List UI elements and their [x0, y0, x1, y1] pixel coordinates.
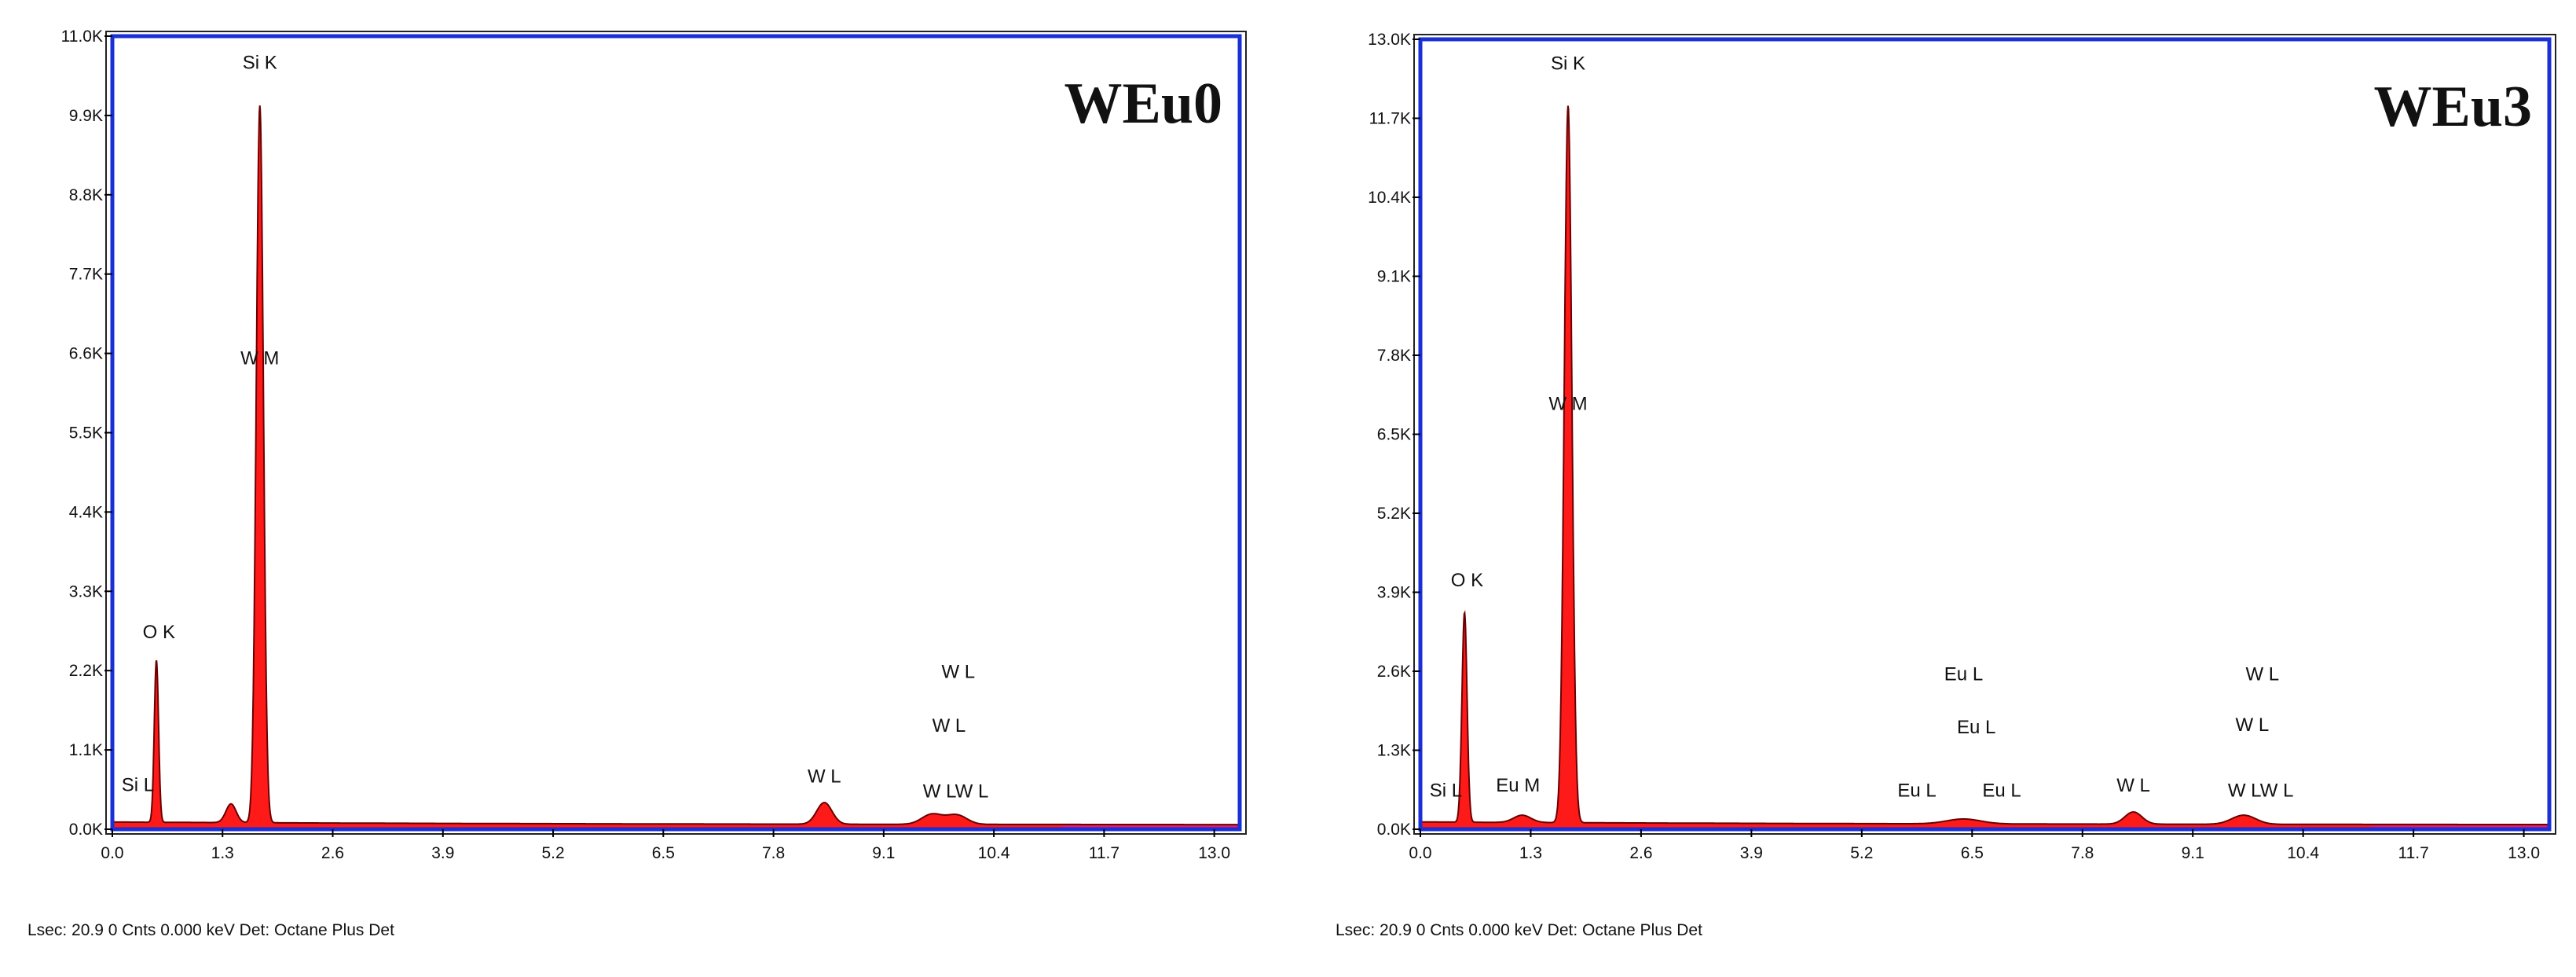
peak-label: O K [1451, 570, 1483, 591]
y-tick-label: 5.2K [1377, 505, 1411, 523]
x-tick-label: 1.3 [211, 844, 234, 862]
y-tick-label: 13.0K [1368, 31, 1411, 49]
x-tick-label: 2.6 [321, 844, 344, 862]
peak-label: Eu M [1496, 775, 1540, 796]
acquisition-info: Lsec: 20.9 0 Cnts 0.000 keV Det: Octane … [27, 921, 394, 939]
x-tick-label: 3.9 [431, 844, 454, 862]
x-tick-label: 13.0 [2508, 844, 2540, 862]
x-tick-label: 7.8 [2071, 844, 2094, 862]
peak-label: W M [1548, 394, 1587, 415]
y-tick-label: 3.9K [1377, 584, 1411, 602]
peak-label: Eu L [1957, 717, 1995, 738]
y-tick-label: 6.6K [69, 345, 103, 363]
plot-frame [1418, 37, 2552, 832]
x-tick-label: 0.0 [101, 844, 123, 862]
y-tick-label: 0.0K [69, 821, 103, 839]
peak-label: W LW L [923, 781, 989, 803]
edx-spectrum-panel-weu0: 0.0K 1.1K 2.2K 3.3K 4.4K 5.5K 6.6K 7.7K 8.8K 9.9K… [27, 28, 1247, 939]
y-tick-label: 8.8K [69, 186, 103, 204]
y-tick-label: 5.5K [69, 424, 103, 443]
edx-spectrum-chart-weu3: 0.0K 1.3K 2.6K 3.9K 5.2K 6.5K 7.8K 9.1K 10.4K 11.… [1336, 31, 2556, 939]
y-tick-label: 10.4K [1368, 189, 1411, 207]
outer-frame [1413, 34, 2556, 835]
y-tick-label: 11.0K [61, 28, 103, 46]
edx-spectrum-chart-weu0: 0.0K 1.1K 2.2K 3.3K 4.4K 5.5K 6.6K 7.7K 8.8K 9.9K… [27, 28, 1247, 939]
y-tick-label: 9.9K [69, 107, 103, 125]
peak-label: W L [933, 715, 966, 736]
x-tick-label: 6.5 [652, 844, 675, 862]
acquisition-info: Lsec: 20.9 0 Cnts 0.000 keV Det: Octane … [1336, 921, 1702, 939]
x-tick-label: 13.0 [1198, 844, 1230, 862]
x-tick-label: 6.5 [1961, 844, 1984, 862]
peak-label: Si K [243, 52, 277, 73]
sample-title: WEu3 [2373, 75, 2532, 139]
peak-label: W L [941, 661, 975, 682]
peak-label: Eu L [1944, 664, 1983, 685]
spectrum-fill [112, 105, 1240, 829]
x-tick-label: 0.0 [1409, 844, 1431, 862]
y-tick-label: 2.2K [69, 662, 103, 680]
peak-label: Si K [1551, 53, 1585, 75]
y-tick-label: 1.3K [1377, 742, 1411, 760]
x-tick-label: 9.1 [872, 844, 895, 862]
peak-label: Si L [122, 774, 154, 795]
plot-frame [110, 34, 1242, 832]
outer-frame [105, 31, 1247, 835]
y-tick-label: 9.1K [1377, 268, 1411, 286]
x-tick-label: 5.2 [541, 844, 564, 862]
peak-label: Eu L [1897, 780, 1936, 801]
edx-spectrum-panel-weu3: 0.0K 1.3K 2.6K 3.9K 5.2K 6.5K 7.8K 9.1K 10.4K 11.… [1288, 0, 2576, 977]
x-tick-label: 2.6 [1629, 844, 1652, 862]
x-tick-label: 10.4 [978, 844, 1010, 862]
peak-label: W M [240, 347, 279, 369]
spectrum-line [1420, 105, 2549, 825]
y-tick-label: 7.7K [69, 266, 103, 284]
y-tick-label: 7.8K [1377, 347, 1411, 365]
x-tick-label: 7.8 [762, 844, 785, 862]
x-tick-label: 11.7 [2398, 844, 2428, 862]
y-tick-label: 3.3K [69, 582, 103, 601]
peak-label: W L [2116, 775, 2150, 796]
x-tick-label: 10.4 [2287, 844, 2319, 862]
peak-label: Eu L [1982, 780, 2021, 801]
x-tick-label: 1.3 [1519, 844, 1542, 862]
sample-title: WEu0 [1064, 72, 1222, 136]
peak-label: W L [2245, 664, 2279, 685]
peak-label: O K [143, 622, 175, 643]
y-tick-label: 6.5K [1377, 426, 1411, 444]
x-tick-label: 5.2 [1850, 844, 1873, 862]
x-tick-label: 3.9 [1740, 844, 1763, 862]
x-tick-label: 11.7 [1089, 844, 1119, 862]
peak-label: W LW L [2228, 780, 2294, 801]
peak-label: W L [808, 766, 841, 787]
y-tick-label: 11.7K [1369, 110, 1411, 128]
spectrum-line [112, 105, 1240, 826]
peak-label: W L [2236, 714, 2270, 736]
y-tick-label: 1.1K [69, 741, 103, 759]
peak-label: Si L [1430, 780, 1462, 801]
y-tick-label: 2.6K [1377, 663, 1411, 681]
y-tick-label: 4.4K [69, 503, 103, 521]
x-tick-label: 9.1 [2182, 844, 2204, 862]
y-tick-label: 0.0K [1377, 821, 1411, 839]
